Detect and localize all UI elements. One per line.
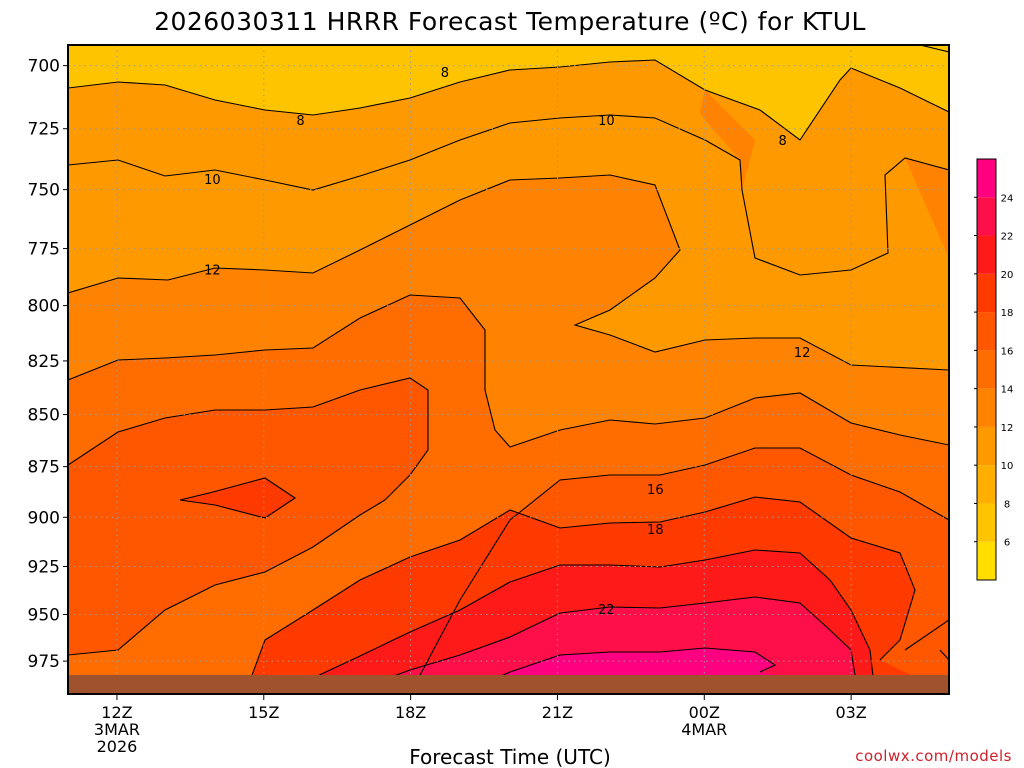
temperature-band-6-8 — [68, 45, 949, 140]
x-tick-label: 03Z — [835, 703, 866, 722]
colorbar-tick-label: 14 — [1001, 385, 1014, 396]
y-tick-label: 850 — [28, 406, 60, 426]
colorbar-swatch — [977, 235, 996, 274]
contour-line — [344, 596, 859, 694]
contour-line — [68, 377, 429, 656]
contour-label: 12 — [204, 263, 221, 278]
colorbar-swatch — [977, 503, 996, 542]
contour-line — [68, 294, 949, 448]
y-tick-label: 725 — [28, 120, 60, 140]
contour-label: 22 — [598, 603, 615, 618]
ground-surface — [68, 675, 949, 694]
x-tick-label: 2026 — [97, 737, 138, 756]
colorbar-tick-label: 18 — [1001, 308, 1014, 319]
colorbar-tick-label: 16 — [1001, 346, 1014, 357]
contour-line — [179, 477, 296, 519]
plot-frame — [67, 44, 950, 695]
contour-line — [68, 174, 949, 371]
x-tick-label: 00Z — [689, 703, 720, 722]
contour-label: 8 — [296, 114, 304, 129]
x-tick-label: 18Z — [395, 703, 426, 722]
contour-label: 8 — [441, 66, 449, 81]
contour-label: 10 — [598, 114, 615, 129]
colorbar-swatch — [977, 273, 996, 313]
y-tick-label: 975 — [28, 652, 60, 672]
y-tick-label: 775 — [28, 240, 60, 260]
contour-label: 16 — [647, 483, 664, 498]
contour-line — [68, 114, 949, 276]
contour-line — [244, 496, 916, 694]
colorbar-tick-label: 6 — [1004, 538, 1010, 549]
y-tick-label: 825 — [28, 352, 60, 372]
colorbar-tick-label: 10 — [1001, 461, 1014, 472]
x-tick-label: 21Z — [542, 703, 573, 722]
contour-line — [284, 549, 876, 694]
contour-labels: 8 8 8 10 10 12 12 16 18 22 — [204, 66, 811, 618]
y-tick-label: 700 — [28, 57, 60, 77]
credit-text: coolwx.com/models — [855, 747, 1012, 765]
colorbar-swatch — [977, 426, 996, 466]
contour-label: 10 — [204, 173, 221, 188]
y-tick-label: 925 — [28, 558, 60, 578]
y-tick-label: 800 — [28, 297, 60, 317]
colorbar-tick-label: 22 — [1001, 232, 1014, 243]
contour-lines — [68, 45, 949, 694]
colorbar-swatch — [977, 541, 996, 580]
x-tick-label: 4MAR — [681, 720, 727, 739]
colorbar-swatch — [977, 350, 996, 389]
y-tick-label: 875 — [28, 458, 60, 478]
colorbar-tick-label: 20 — [1001, 270, 1014, 281]
colorbar-tick-label: 12 — [1001, 423, 1014, 434]
colorbar-swatch — [977, 388, 996, 427]
temperature-band-16-18 — [68, 378, 428, 694]
y-tick-label: 750 — [28, 181, 60, 201]
x-tick-label: 3MAR — [94, 720, 140, 739]
colorbar-swatch — [977, 465, 996, 504]
contour-line — [459, 647, 777, 694]
y-axis-ticks: 700 725 750 775 800 825 850 875 900 925 950 975 — [28, 57, 68, 672]
contour-line — [68, 59, 949, 141]
grid-lines — [68, 45, 949, 694]
contour-line — [409, 447, 949, 694]
x-axis-label: Forecast Time (UTC) — [409, 745, 611, 768]
contour-label: 8 — [778, 134, 786, 149]
colorbar-frame — [976, 158, 997, 581]
chart-title: 2026030311 HRRR Forecast Temperature (ºC… — [154, 7, 866, 36]
colorbar: 6 8 10 12 14 16 18 20 22 24 — [974, 158, 1014, 581]
plot-area — [68, 45, 949, 694]
contour-label: 18 — [647, 523, 664, 538]
colorbar-swatch — [977, 312, 996, 351]
contour-line — [904, 619, 949, 651]
contour-line — [919, 45, 949, 53]
colorbar-swatch — [977, 159, 996, 198]
contour-label: 12 — [794, 346, 811, 361]
x-tick-label: 12Z — [101, 703, 132, 722]
temperature-band-18-20 — [180, 478, 295, 518]
colorbar-swatch — [977, 197, 996, 236]
x-tick-label: 15Z — [248, 703, 279, 722]
y-tick-label: 900 — [28, 508, 60, 528]
contour-line — [939, 649, 949, 661]
colorbar-tick-label: 24 — [1001, 193, 1014, 204]
colorbar-tick-label: 8 — [1004, 499, 1010, 510]
y-tick-label: 950 — [28, 605, 60, 625]
